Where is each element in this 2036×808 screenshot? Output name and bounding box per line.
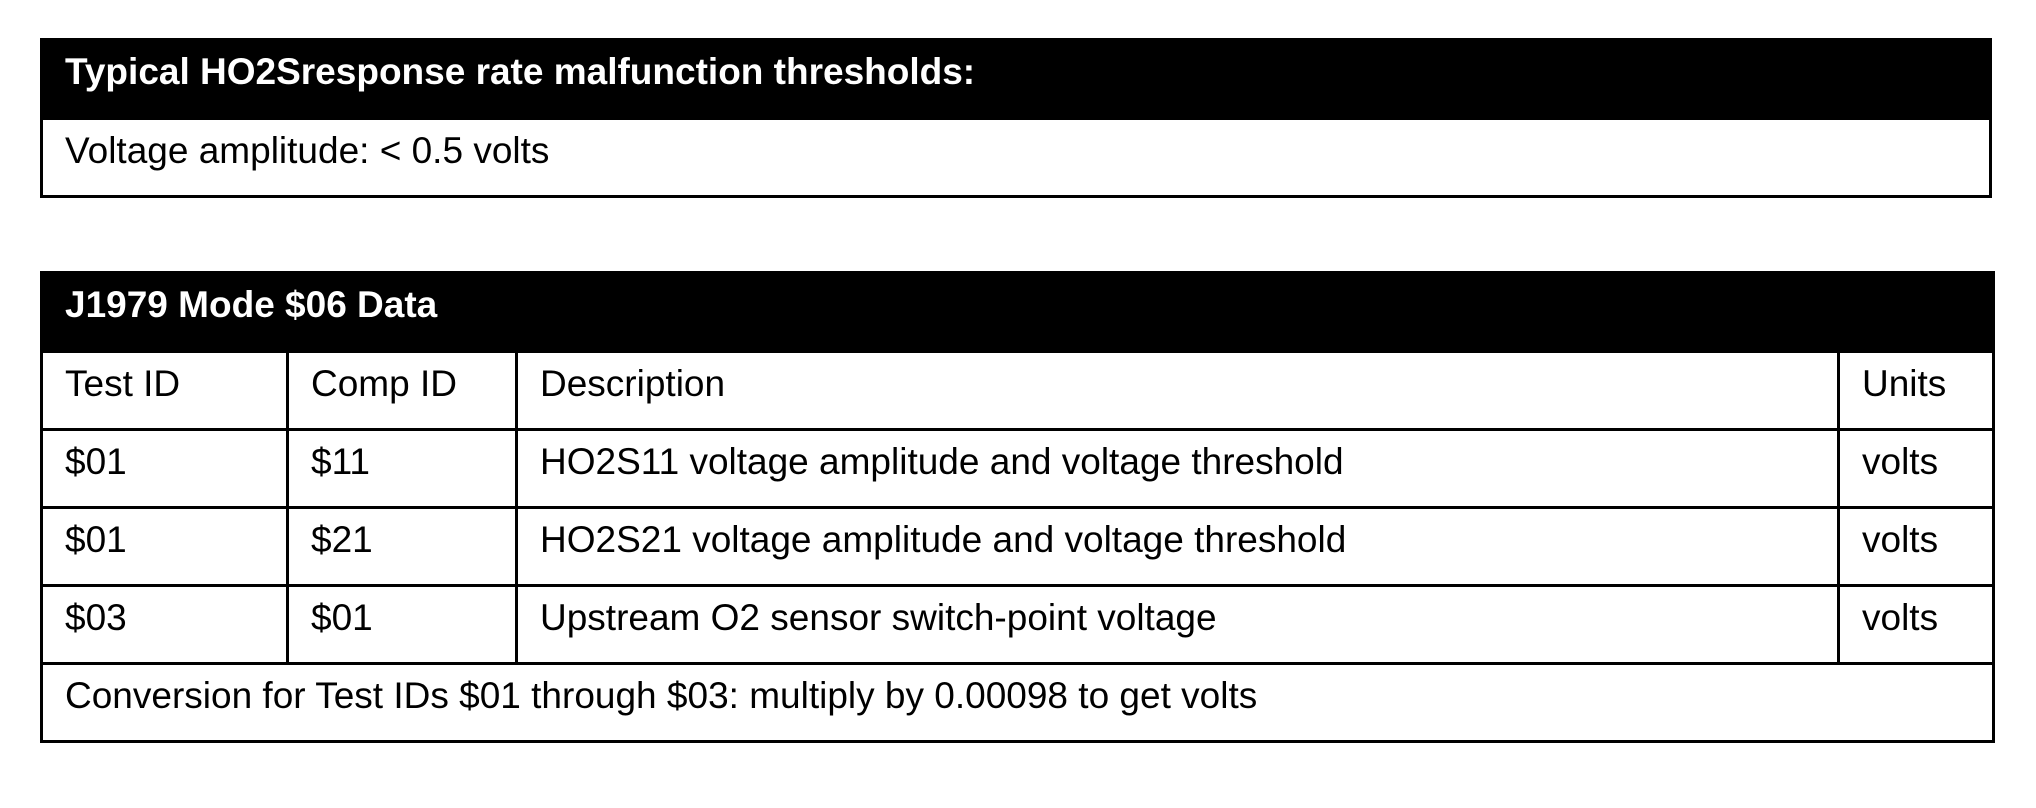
description-cell: HO2S11 voltage amplitude and voltage thr…	[515, 428, 1840, 509]
thresholds-title: Typical HO2Sresponse rate malfunction th…	[40, 38, 1992, 120]
mode06-title: J1979 Mode $06 Data	[39, 271, 1996, 353]
conversion-note: Conversion for Test IDs $01 through $03:…	[39, 662, 1996, 743]
column-header-comp-id: Comp ID	[286, 350, 518, 431]
comp-id-cell: $01	[286, 584, 518, 665]
test-id-cell: $03	[40, 584, 289, 665]
comp-id-cell: $11	[286, 428, 518, 509]
test-id-cell: $01	[40, 506, 289, 587]
header-row: Test ID Comp ID Description Units	[40, 350, 1996, 431]
comp-id-cell: $21	[286, 506, 518, 587]
column-header-test-id: Test ID	[40, 350, 289, 431]
threshold-voltage-amplitude: Voltage amplitude: < 0.5 volts	[40, 117, 1992, 198]
table-row: $01 $21 HO2S21 voltage amplitude and vol…	[40, 506, 1996, 587]
test-id-cell: $01	[40, 428, 289, 509]
table-row: $03 $01 Upstream O2 sensor switch-point …	[40, 584, 1996, 665]
units-cell: volts	[1836, 584, 1996, 665]
table-row: $01 $11 HO2S11 voltage amplitude and vol…	[40, 428, 1996, 509]
units-cell: volts	[1836, 506, 1996, 587]
units-cell: volts	[1836, 428, 1996, 509]
mode06-table: J1979 Mode $06 Data Test ID Comp ID Desc…	[39, 271, 1996, 743]
description-cell: Upstream O2 sensor switch-point voltage	[515, 584, 1840, 665]
footer-row: Conversion for Test IDs $01 through $03:…	[39, 662, 1996, 743]
column-header-description: Description	[515, 350, 1840, 431]
thresholds-table: Typical HO2Sresponse rate malfunction th…	[40, 38, 1992, 198]
column-header-units: Units	[1836, 350, 1996, 431]
description-cell: HO2S21 voltage amplitude and voltage thr…	[515, 506, 1840, 587]
